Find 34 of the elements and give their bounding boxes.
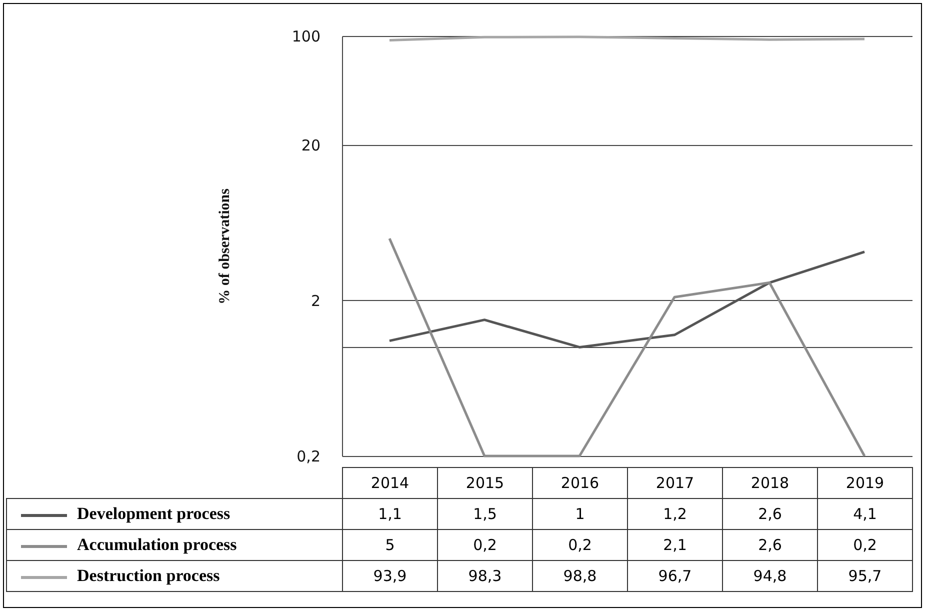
- data-label: 1,5: [438, 498, 532, 530]
- data-label: 2,6: [722, 530, 818, 560]
- data-label: 4,1: [818, 498, 912, 530]
- data-label: 1,1: [342, 498, 438, 530]
- y-tick-label: 100: [292, 28, 320, 46]
- data-label: 95,7: [818, 560, 912, 592]
- x-tick-label: 2016: [532, 468, 628, 498]
- data-label: 94,8: [722, 560, 818, 592]
- data-label: 1,2: [628, 498, 722, 530]
- data-label: 0,2: [532, 530, 628, 560]
- data-label: 2,6: [722, 498, 818, 530]
- data-label: 1: [532, 498, 628, 530]
- legend-label: Accumulation process: [6, 530, 342, 560]
- line-series: [388, 237, 866, 458]
- x-tick-label: 2014: [342, 468, 438, 498]
- data-label: 96,7: [628, 560, 722, 592]
- y-tick-label: 2: [310, 292, 320, 310]
- legend-label: Development process: [6, 498, 342, 530]
- line-series: [388, 250, 866, 348]
- legend-label: Destruction process: [6, 560, 342, 592]
- data-label: 0,2: [438, 530, 532, 560]
- y-tick-label: 0,2: [296, 448, 320, 466]
- data-label: 2,1: [628, 530, 722, 560]
- data-label: 0,2: [818, 530, 912, 560]
- y-axis-title: % of observations: [216, 188, 233, 304]
- x-tick-label: 2017: [628, 468, 722, 498]
- data-label: 5: [342, 530, 438, 560]
- y-tick-label: 20: [301, 136, 320, 154]
- x-tick-label: 2019: [818, 468, 912, 498]
- data-label: 98,3: [438, 560, 532, 592]
- data-label: 93,9: [342, 560, 438, 592]
- x-tick-label: 2015: [438, 468, 532, 498]
- x-tick-label: 2018: [722, 468, 818, 498]
- data-label: 98,8: [532, 560, 628, 592]
